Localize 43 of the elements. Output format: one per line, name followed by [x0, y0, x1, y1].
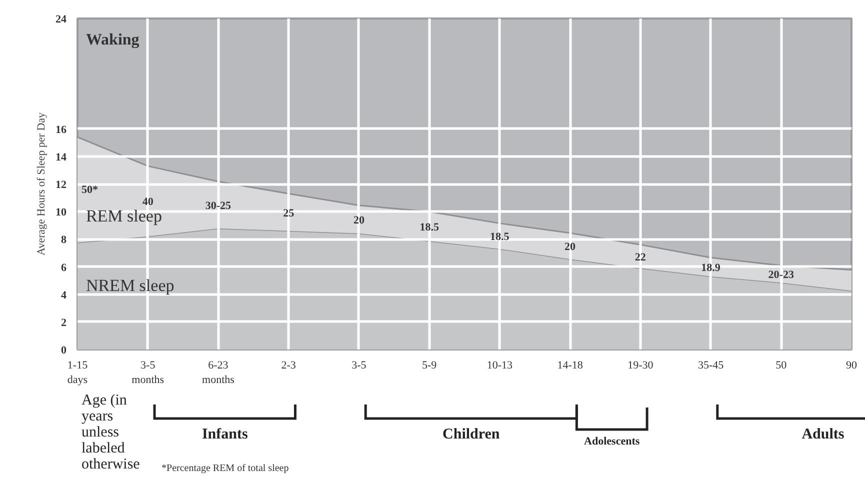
annotation: 20-23 — [768, 269, 794, 282]
annotation: 50* — [82, 184, 98, 196]
x-tick-label: 3-5 — [352, 360, 367, 372]
x-tick-label: 3-5 months — [132, 360, 164, 386]
x-tick-label: 14-18 — [557, 360, 584, 372]
x-axis-title: Age (in years unless labeled otherwise — [82, 392, 140, 472]
y-tick-label: 16 — [56, 124, 67, 136]
x-tick-label: 90 — [846, 360, 858, 372]
annotation: 30-25 — [205, 200, 232, 212]
x-tick-label: 35-45 — [698, 360, 724, 372]
text: *Percentage REM of total sleep — [162, 463, 289, 474]
y-tick-label: 6 — [61, 262, 67, 274]
annotation: Waking — [86, 32, 140, 49]
annotation: 18.9 — [701, 262, 721, 274]
series-label: REM sleep — [86, 206, 162, 226]
y-tick-label: 14 — [56, 151, 67, 164]
text: Children — [442, 426, 500, 442]
y-tick-label: 8 — [61, 234, 67, 246]
annotation: 18.5 — [490, 231, 510, 244]
y-tick-label: 24 — [56, 14, 67, 26]
text: Adults — [802, 426, 844, 442]
x-tick-label: 10-13 — [486, 360, 514, 372]
y-tick-label: 4 — [61, 289, 67, 302]
y-tick-label: 0 — [61, 344, 67, 356]
x-tick-label: 5-9 — [422, 360, 438, 372]
text: Infants — [202, 426, 248, 442]
x-tick-label: 6-23 months — [202, 360, 234, 386]
x-tick-label: 1-15 days — [67, 360, 88, 386]
y-tick-label: 10 — [56, 206, 67, 219]
x-tick-label: 19-30 — [628, 360, 654, 372]
x-tick-label: 50 — [776, 360, 788, 372]
text: Adolescents — [584, 436, 640, 448]
annotation: 20 — [353, 214, 365, 226]
y-tick-label: 2 — [61, 316, 67, 329]
y-axis-title: Average Hours of Sleep per Day — [36, 112, 48, 256]
y-tick-label: 12 — [56, 179, 67, 191]
x-tick-label: 2-3 — [281, 360, 296, 372]
annotation: 25 — [283, 207, 295, 220]
annotation: 18.5 — [420, 221, 440, 234]
annotation: 22 — [634, 251, 646, 264]
annotation: 20 — [564, 241, 576, 254]
annotation: 40 — [142, 196, 154, 208]
series-label: NREM sleep — [86, 276, 174, 295]
